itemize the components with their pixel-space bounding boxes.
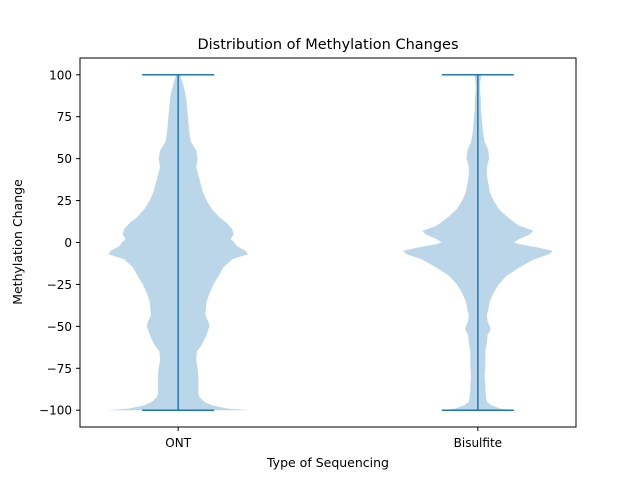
y-tick-label: 0 [64,236,72,250]
y-tick-label: 25 [57,194,72,208]
y-tick-label: −50 [47,320,72,334]
plot-frame [79,57,577,428]
violin-group [106,74,553,411]
chart-title: Distribution of Methylation Changes [197,37,458,53]
y-tick-label: −75 [47,362,72,376]
x-axis-ticks: ONT Bisulfite [165,427,502,450]
y-tick-label: −100 [39,404,72,418]
x-tick-label: ONT [165,436,191,450]
x-tick-label: Bisulfite [454,436,502,450]
y-tick-label: 75 [57,110,72,124]
y-tick-label: 100 [49,68,72,82]
x-axis-label: Type of Sequencing [266,455,389,470]
y-tick-label: 50 [57,152,72,166]
y-tick-label: −25 [47,278,72,292]
y-axis-label: Methylation Change [10,179,25,305]
y-axis-ticks: −100 −75 −50 −25 0 25 50 75 100 [39,68,80,418]
